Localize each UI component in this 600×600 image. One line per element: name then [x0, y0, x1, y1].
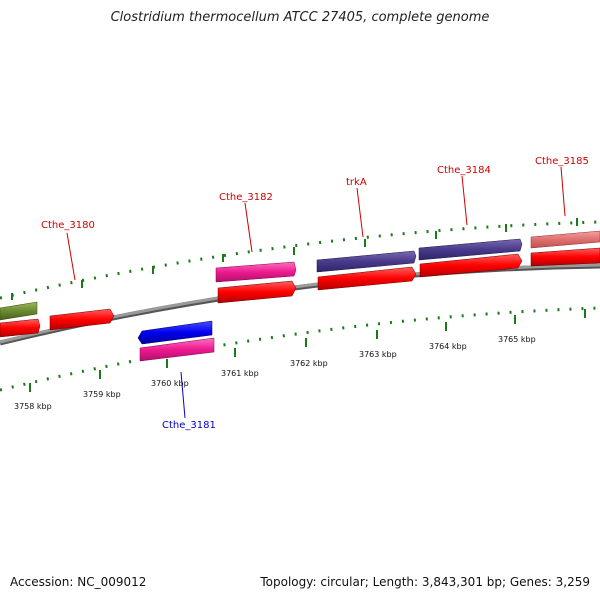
tick-label: 3763 kbp: [359, 350, 397, 359]
cds-arrow-cthe-3182[interactable]: [217, 280, 297, 304]
tick-label: 3764 kbp: [429, 342, 467, 351]
backbone-shadow: [0, 263, 600, 346]
gene-feature-trka[interactable]: [316, 250, 417, 273]
cds-arrow-cthe-3185[interactable]: [530, 247, 600, 267]
gene-label-cthe-3185[interactable]: Cthe_3185: [535, 156, 589, 167]
gene-feature-green[interactable]: [0, 301, 38, 321]
tick-label: 3759 kbp: [83, 390, 121, 399]
cds-arrow-trka[interactable]: [317, 266, 417, 291]
gene-label-cthe-3184[interactable]: Cthe_3184: [437, 165, 491, 176]
tick-label: 3758 kbp: [14, 402, 52, 411]
label-leaders: [66, 166, 566, 419]
gene-feature-cthe-3182[interactable]: [215, 261, 297, 283]
cds-arrow-cthe-3184[interactable]: [419, 253, 523, 278]
tick-labels: 3758 kbp 3759 kbp 3760 kbp 3761 kbp 3762…: [14, 335, 536, 411]
cds-arrow-cthe-3181-blue[interactable]: [137, 320, 213, 345]
cds-arrow[interactable]: [0, 318, 41, 338]
upper-tick-track: [0, 218, 600, 300]
cds-track-upper: [0, 247, 600, 338]
tick-label: 3760 kbp: [151, 379, 189, 388]
gene-label-cthe-3181[interactable]: Cthe_3181: [162, 420, 216, 431]
tick-label: 3762 kbp: [290, 359, 328, 368]
gene-label-cthe-3182[interactable]: Cthe_3182: [219, 192, 273, 203]
tick-label: 3761 kbp: [221, 369, 259, 378]
genome-summary-text: Topology: circular; Length: 3,843,301 bp…: [260, 575, 590, 589]
cds-arrow-cthe-3180[interactable]: [49, 308, 115, 331]
cds-arrow-cthe-3181-pink[interactable]: [139, 337, 215, 362]
lower-tick-track: [0, 306, 600, 392]
accession-text: Accession: NC_009012: [10, 575, 147, 589]
gene-label-cthe-3180[interactable]: Cthe_3180: [41, 220, 95, 231]
gene-feature-cthe-3185[interactable]: [530, 230, 600, 249]
cds-track-lower: [137, 320, 215, 362]
map-title: Clostridium thermocellum ATCC 27405, com…: [110, 10, 490, 25]
gene-feature-cthe-3184[interactable]: [418, 238, 523, 261]
gene-label-trka[interactable]: trkA: [346, 177, 367, 188]
backbone: [0, 263, 600, 344]
category-track-upper: [0, 230, 600, 321]
gene-labels: Cthe_3180 Cthe_3181 Cthe_3182 trkA Cthe_…: [41, 156, 589, 431]
tick-label: 3765 kbp: [498, 335, 536, 344]
